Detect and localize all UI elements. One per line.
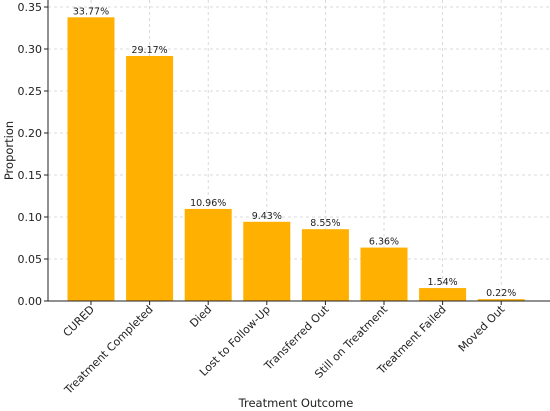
bar-data-label: 33.77%	[73, 6, 109, 17]
y-tick-label: 0.15	[18, 169, 43, 182]
bar-data-label: 6.36%	[369, 237, 399, 248]
y-tick-label: 0.10	[18, 211, 43, 224]
x-tick-label: CURED	[60, 303, 97, 340]
bar	[419, 288, 467, 301]
bar-data-label: 10.96%	[190, 198, 226, 209]
y-tick-label: 0.25	[18, 85, 43, 98]
y-tick-label: 0.00	[18, 295, 43, 308]
bar	[301, 229, 349, 301]
y-tick-label: 0.05	[18, 253, 43, 266]
bar-data-label: 8.55%	[310, 218, 340, 229]
bar-data-label: 9.43%	[252, 211, 282, 222]
bar	[477, 299, 525, 301]
bar	[67, 17, 115, 301]
bar	[184, 208, 232, 301]
x-tick-label: Moved Out	[456, 302, 508, 354]
grid	[48, 0, 550, 302]
bar-data-label: 29.17%	[131, 45, 167, 56]
bar	[243, 221, 291, 301]
bar	[126, 55, 174, 301]
bar-data-label: 0.22%	[486, 288, 516, 299]
bar-data-label: 1.54%	[428, 277, 458, 288]
bar	[360, 247, 408, 301]
x-axis-label: Treatment Outcome	[238, 396, 354, 410]
y-axis-label: Proportion	[2, 121, 16, 180]
y-tick-label: 0.35	[18, 1, 43, 14]
y-tick-label: 0.20	[18, 127, 43, 140]
data-labels: 33.77% 29.17% 10.96% 9.43% 8.55% 6.36% 1.54% 0.…	[73, 6, 516, 299]
axes	[44, 0, 550, 305]
x-tick-label: Died	[187, 303, 214, 330]
bars	[67, 17, 525, 301]
y-tick-labels: 0.00 0.05 0.10 0.15 0.20 0.25 0.30 0.35	[18, 1, 43, 308]
y-tick-label: 0.30	[18, 43, 43, 56]
